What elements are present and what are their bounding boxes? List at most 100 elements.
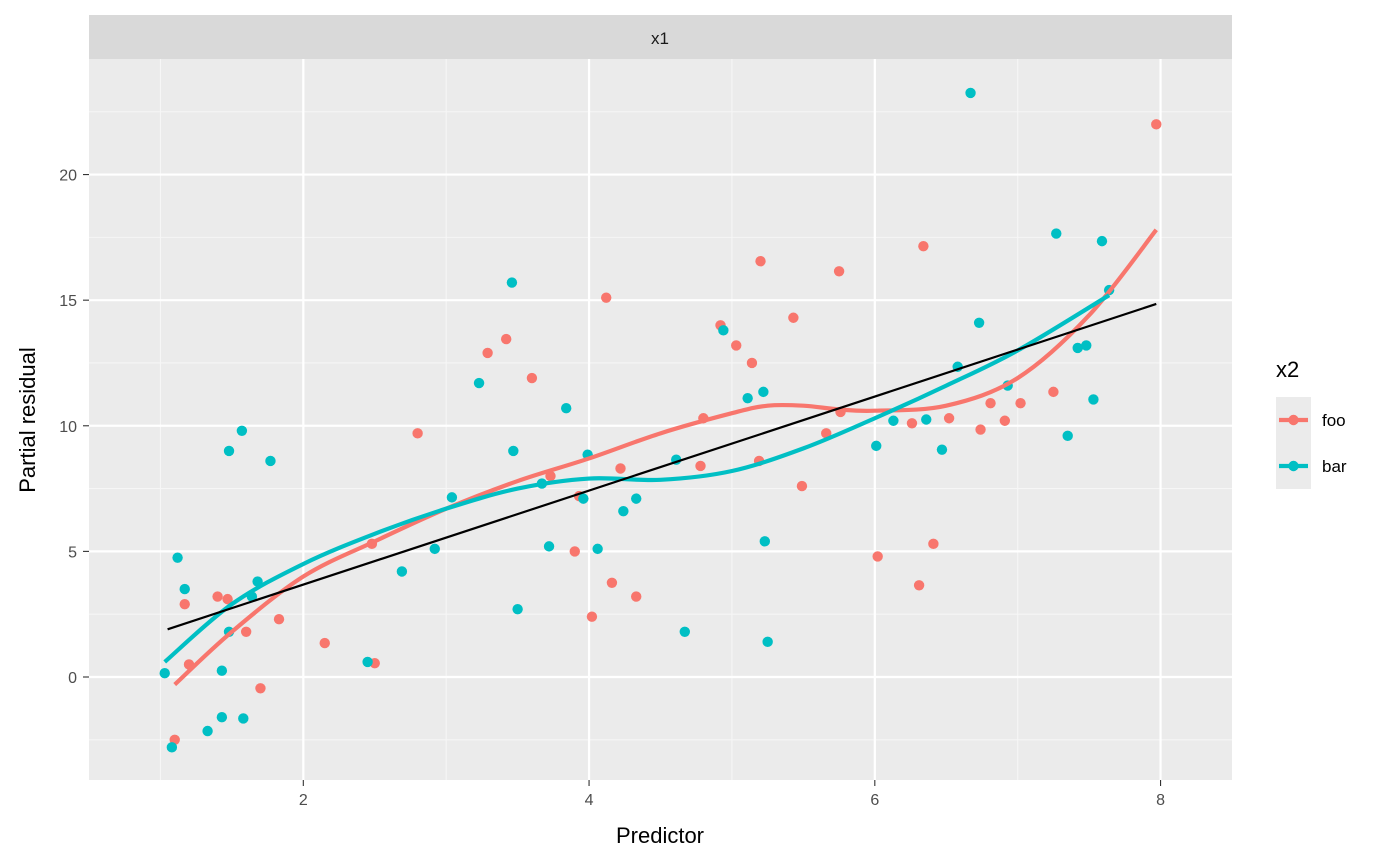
legend-key-point bbox=[1288, 414, 1299, 426]
point-bar bbox=[578, 493, 589, 504]
point-foo bbox=[412, 428, 423, 439]
point-foo bbox=[631, 591, 642, 602]
point-bar bbox=[396, 566, 408, 577]
point-bar bbox=[543, 541, 555, 552]
point-bar bbox=[973, 317, 985, 328]
point-foo bbox=[872, 551, 883, 562]
point-foo bbox=[796, 480, 808, 492]
point-bar bbox=[758, 386, 769, 398]
point-foo bbox=[1048, 386, 1059, 398]
point-foo bbox=[943, 413, 955, 424]
point-foo bbox=[179, 598, 190, 610]
x-axis-title: Predictor bbox=[616, 823, 704, 848]
point-bar bbox=[1072, 342, 1083, 354]
point-bar bbox=[1096, 235, 1108, 247]
point-bar bbox=[1081, 340, 1092, 351]
y-tick-label: 10 bbox=[59, 419, 77, 436]
point-bar bbox=[618, 505, 629, 517]
legend-key-point bbox=[1288, 460, 1299, 472]
y-axis: 0 5 10 15 20 bbox=[59, 168, 89, 687]
point-foo bbox=[606, 577, 618, 588]
y-tick-label: 15 bbox=[59, 293, 77, 310]
point-bar bbox=[936, 444, 948, 455]
point-bar bbox=[512, 603, 523, 615]
point-bar bbox=[679, 626, 690, 637]
point-bar bbox=[172, 552, 183, 563]
point-bar bbox=[871, 440, 882, 452]
point-bar bbox=[216, 665, 228, 676]
point-bar bbox=[762, 636, 773, 648]
point-bar bbox=[1051, 228, 1062, 239]
facet-strip bbox=[89, 15, 1232, 59]
point-foo bbox=[928, 538, 939, 550]
point-foo bbox=[695, 460, 706, 472]
point-foo bbox=[255, 683, 266, 694]
point-foo bbox=[273, 614, 285, 625]
point-bar bbox=[446, 492, 458, 503]
linear-fit-line bbox=[167, 302, 1157, 631]
point-foo bbox=[222, 593, 233, 605]
point-bar bbox=[223, 445, 235, 457]
point-foo bbox=[240, 626, 252, 637]
point-foo bbox=[999, 415, 1011, 426]
point-bar bbox=[236, 425, 248, 437]
legend-label-bar: bar bbox=[1322, 457, 1347, 476]
linear-fit bbox=[167, 302, 1157, 631]
point-bar bbox=[965, 87, 976, 99]
point-bar bbox=[921, 414, 932, 425]
point-bar bbox=[159, 668, 170, 679]
x-tick-label: 2 bbox=[299, 792, 308, 809]
point-bar bbox=[265, 455, 276, 467]
point-foo bbox=[319, 637, 330, 649]
x-axis: 2 4 6 8 bbox=[299, 780, 1165, 809]
point-foo bbox=[1151, 119, 1162, 130]
point-foo bbox=[569, 546, 580, 557]
point-bar bbox=[631, 493, 642, 504]
point-foo bbox=[746, 357, 758, 369]
point-foo bbox=[601, 292, 612, 303]
x-tick-label: 6 bbox=[870, 792, 879, 809]
point-foo bbox=[788, 312, 799, 323]
y-tick-label: 20 bbox=[59, 168, 77, 185]
point-bar bbox=[202, 725, 213, 737]
point-bar bbox=[1062, 430, 1073, 442]
point-foo bbox=[482, 347, 493, 359]
point-foo bbox=[833, 266, 845, 277]
point-bar bbox=[759, 536, 770, 547]
point-bar bbox=[362, 656, 373, 668]
legend-keys: foo bar bbox=[1276, 397, 1347, 489]
point-foo bbox=[913, 580, 925, 591]
y-axis-title: Partial residual bbox=[15, 347, 40, 493]
point-foo bbox=[526, 372, 538, 384]
point-bar bbox=[1088, 394, 1099, 405]
point-bar bbox=[179, 583, 190, 595]
point-bar bbox=[888, 415, 899, 426]
x-tick-label: 4 bbox=[585, 792, 594, 809]
y-tick-label: 0 bbox=[68, 670, 77, 687]
point-foo bbox=[821, 428, 832, 439]
point-bar bbox=[561, 402, 572, 414]
point-foo bbox=[755, 256, 766, 267]
point-bar bbox=[742, 392, 753, 404]
point-bar bbox=[473, 377, 485, 389]
point-bar bbox=[216, 711, 228, 723]
point-foo bbox=[918, 240, 929, 252]
point-foo bbox=[615, 463, 626, 474]
point-bar bbox=[238, 713, 249, 724]
point-foo bbox=[731, 340, 742, 351]
point-bar bbox=[506, 277, 518, 288]
point-bar bbox=[166, 742, 178, 753]
point-bar bbox=[508, 445, 519, 457]
facet-strip-label: x1 bbox=[651, 29, 669, 48]
point-bar bbox=[429, 543, 440, 555]
point-foo bbox=[500, 333, 512, 345]
legend-label-foo: foo bbox=[1322, 411, 1346, 430]
plot-panel bbox=[89, 59, 1232, 780]
legend-title: x2 bbox=[1276, 357, 1299, 382]
point-foo bbox=[1015, 397, 1026, 409]
point-foo bbox=[906, 418, 918, 429]
point-foo bbox=[212, 591, 223, 602]
y-tick-label: 5 bbox=[68, 544, 77, 561]
x-tick-label: 8 bbox=[1156, 792, 1165, 809]
